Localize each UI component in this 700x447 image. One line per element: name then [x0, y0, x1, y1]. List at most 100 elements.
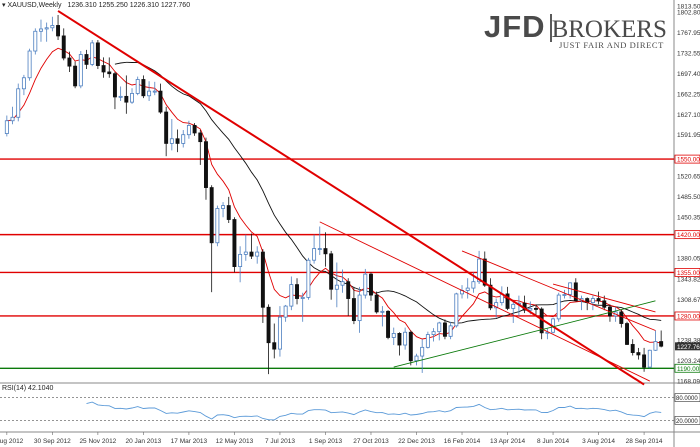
rsi-label: RSI(14) 42.1040: [2, 385, 54, 392]
candle-body: [414, 355, 419, 362]
price-tick-label: 1168.09: [677, 379, 700, 386]
candle-body: [420, 346, 425, 357]
time-tick-label: 8 Jun 2014: [537, 438, 570, 445]
candle-body: [653, 341, 658, 351]
candle-body: [181, 134, 186, 144]
price-tick-label: 1627.10: [677, 112, 700, 119]
candle-body: [238, 253, 243, 267]
candle-body: [67, 57, 72, 67]
candle-body: [528, 308, 533, 311]
time-tick-label: 27 Oct 2013: [353, 438, 389, 445]
candle-body: [272, 342, 277, 350]
candle-body: [186, 125, 191, 136]
candle-body: [260, 251, 265, 308]
candle-body: [602, 300, 607, 308]
candle-body: [4, 120, 9, 134]
candle-body: [147, 90, 152, 97]
collapse-triangle-icon[interactable]: ▾: [2, 2, 6, 9]
candle-body: [437, 322, 442, 333]
rsi-level-box: [674, 393, 700, 402]
price-tick-label: 1813.50: [677, 4, 700, 11]
candle-body: [534, 308, 538, 310]
candle-body: [312, 248, 317, 261]
candle-body: [243, 251, 248, 255]
candle-body: [590, 298, 595, 304]
time-tick-label: 17 Mar 2013: [171, 438, 208, 445]
candle-body: [158, 90, 163, 113]
candle-body: [363, 273, 368, 296]
candle-body: [204, 141, 208, 188]
price-tick-label: 1343.82: [677, 276, 700, 283]
time-tick-label: 16 Feb 2014: [444, 438, 481, 445]
candle-body: [255, 251, 260, 257]
level-tag-label: 1550.00: [677, 157, 700, 164]
candle-body: [289, 284, 294, 307]
last-price-label: 1227.76: [677, 344, 700, 351]
candle-body: [369, 273, 373, 296]
candle-body: [164, 111, 169, 144]
level-tag-label: 1280.00: [677, 313, 700, 320]
level-tag-box: [674, 230, 700, 240]
candle-body: [471, 281, 476, 289]
candle-body: [488, 284, 493, 309]
candle-body: [408, 331, 413, 362]
price-tick-label: 1203.24: [677, 358, 700, 365]
sma-line: [114, 61, 662, 324]
candle-body: [442, 322, 447, 337]
price-tick-label: 1802.80: [677, 10, 700, 17]
candle-body: [511, 303, 516, 309]
candle-body: [505, 293, 510, 309]
candle-body: [209, 187, 214, 244]
candle-body: [266, 306, 271, 344]
price-tick-label: 1697.40: [677, 71, 700, 78]
ohlc-values: 1236.310 1255.250 1226.310 1227.760: [67, 2, 191, 9]
time-tick-label: 25 Nov 2012: [79, 438, 116, 445]
candle-body: [630, 344, 635, 353]
candle-body: [454, 293, 459, 327]
candle-body: [44, 27, 49, 30]
level-tag-box: [674, 311, 700, 321]
level-tag-label: 1420.00: [677, 232, 700, 239]
candle-body: [215, 208, 220, 244]
candle-body: [50, 25, 55, 29]
level-tag-box: [674, 363, 700, 373]
candle-body: [101, 65, 106, 73]
candle-body: [135, 79, 140, 94]
candle-body: [226, 205, 231, 220]
candle-body: [16, 88, 21, 118]
candle-body: [95, 42, 100, 66]
candle-body: [283, 305, 288, 318]
candle-body: [494, 302, 499, 309]
rsi-line: [86, 401, 662, 421]
candle-body: [192, 125, 197, 134]
candle-body: [647, 349, 652, 368]
candle-body: [277, 316, 282, 350]
time-tick-label: 12 May 2013: [216, 438, 254, 445]
candle-body: [130, 93, 134, 103]
candle-body: [391, 333, 396, 338]
price-tick-label: 1767.95: [677, 30, 700, 37]
candle-body: [642, 354, 647, 368]
ema-line: [6, 47, 662, 344]
time-tick-label: 20 Jan 2013: [125, 438, 161, 445]
rsi-level-box: [674, 416, 700, 425]
candle-body: [169, 138, 174, 144]
candle-body: [56, 25, 61, 37]
candle-body: [346, 281, 351, 299]
price-tick-label: 1485.50: [677, 194, 700, 201]
candle-body: [636, 352, 641, 356]
candle-body: [175, 138, 180, 144]
logo-jfd: JFD: [484, 9, 546, 44]
price-tick-label: 1450.35: [677, 214, 700, 221]
last-price-box: [675, 342, 700, 351]
candle-body: [625, 323, 629, 345]
trendline-lower-highs-3: [552, 283, 656, 313]
candle-body: [340, 281, 345, 286]
candle-body: [351, 298, 356, 322]
price-tick-label: 1520.65: [677, 174, 700, 181]
candle-body: [556, 294, 561, 320]
candle-body: [124, 95, 129, 103]
time-tick-label: 30 Sep 2012: [34, 438, 71, 445]
